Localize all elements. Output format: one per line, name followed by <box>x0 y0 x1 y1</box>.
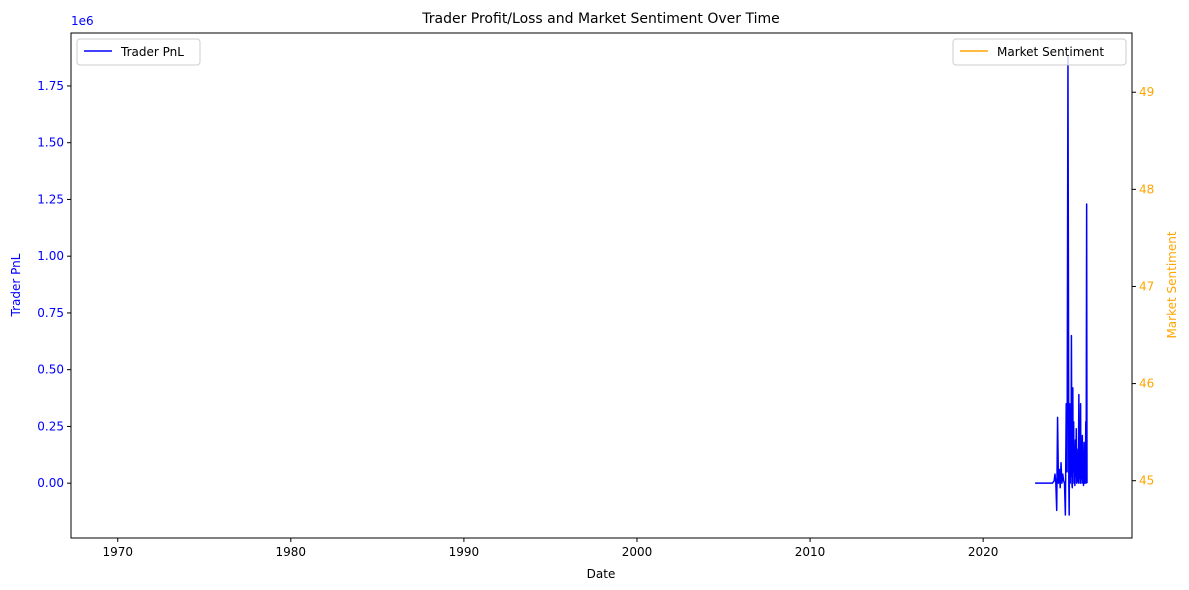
left-axis-title: Trader PnL <box>9 253 23 317</box>
right-tick-label: 45 <box>1139 474 1154 488</box>
right-tick-label: 47 <box>1139 279 1154 293</box>
legend-left-label: Trader PnL <box>120 45 184 59</box>
x-tick-label: 1990 <box>449 545 480 559</box>
x-tick-label: 1970 <box>102 545 133 559</box>
left-tick-label: 0.50 <box>37 363 64 377</box>
right-y-axis: 45 46 47 48 49 <box>1132 85 1154 488</box>
plot-area <box>71 33 1132 538</box>
x-tick-label: 2010 <box>795 545 826 559</box>
left-tick-label: 1.25 <box>37 192 64 206</box>
legend-right-label: Market Sentiment <box>997 45 1104 59</box>
right-tick-label: 49 <box>1139 85 1154 99</box>
legend-left-box <box>76 38 201 66</box>
left-tick-label: 0.00 <box>37 476 64 490</box>
legend-right-box <box>952 38 1127 66</box>
left-y-axis: 0.00 0.25 0.50 0.75 1.00 1.25 1.50 1.75 <box>37 79 71 490</box>
left-tick-label: 0.25 <box>37 419 64 433</box>
left-tick-label: 1.50 <box>37 136 64 150</box>
plot-background <box>71 33 1132 538</box>
series-layer <box>1035 55 1088 516</box>
chart-title: Trader Profit/Loss and Market Sentiment … <box>421 11 780 27</box>
x-axis-title: Date <box>587 567 616 581</box>
series-line-trader-pnl <box>1035 55 1088 516</box>
left-tick-label: 0.75 <box>37 306 64 320</box>
right-axis-title: Market Sentiment <box>1165 231 1179 338</box>
right-tick-label: 48 <box>1139 182 1154 196</box>
left-tick-label: 1.00 <box>37 249 64 263</box>
left-tick-label: 1.75 <box>37 79 64 93</box>
legend-right: Market Sentiment <box>952 38 1127 66</box>
left-axis-offset-label: 1e6 <box>71 14 94 28</box>
x-tick-label: 2020 <box>968 545 999 559</box>
x-tick-label: 2000 <box>622 545 653 559</box>
legend-left: Trader PnL <box>76 38 201 66</box>
plot-frame <box>70 32 1133 539</box>
x-tick-label: 1980 <box>276 545 307 559</box>
right-tick-label: 46 <box>1139 377 1154 391</box>
x-axis: 1970 1980 1990 2000 2010 2020 <box>102 538 998 559</box>
